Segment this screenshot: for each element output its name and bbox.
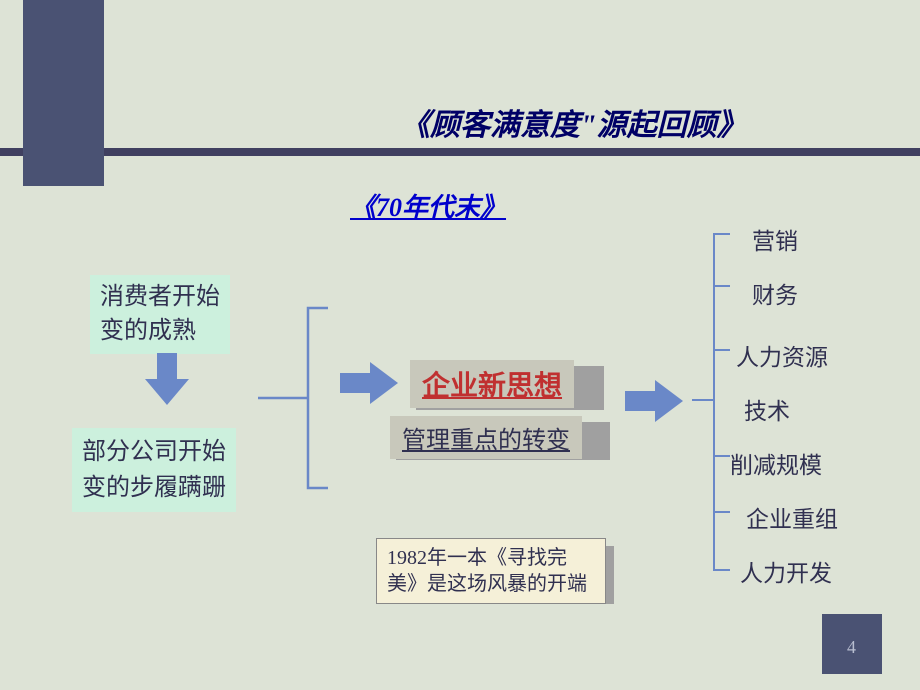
left-box-companies: 部分公司开始 变的步履蹒跚: [72, 428, 236, 512]
title-separator: [0, 148, 920, 156]
footnote-box: 1982年一本《寻找完美》是这场风暴的开端: [376, 538, 606, 604]
center-sub: 管理重点的转变: [390, 416, 582, 459]
right-item-2: 人力资源: [736, 338, 828, 372]
slide-subtitle: 《70年代末》: [350, 187, 506, 224]
right-item-5: 企业重组: [746, 500, 838, 534]
left-bracket-icon: [258, 298, 328, 498]
right-item-0: 营销: [752, 222, 798, 256]
slide-title: 《顾客满意度"源起回顾》: [400, 100, 747, 144]
page-number: 4: [847, 637, 856, 658]
arrow-down-icon: [145, 353, 189, 405]
center-heading: 企业新思想: [410, 360, 574, 408]
arrow-right-2-icon: [625, 380, 683, 422]
right-item-1: 财务: [752, 276, 798, 310]
right-item-3: 技术: [744, 392, 790, 426]
left-box-consumers: 消费者开始 变的成熟: [90, 275, 230, 354]
right-item-6: 人力开发: [740, 554, 832, 588]
right-brace-icon: [692, 222, 730, 582]
accent-block: [23, 0, 104, 186]
arrow-right-1-icon: [340, 362, 398, 404]
right-item-4: 削减规模: [730, 446, 822, 480]
